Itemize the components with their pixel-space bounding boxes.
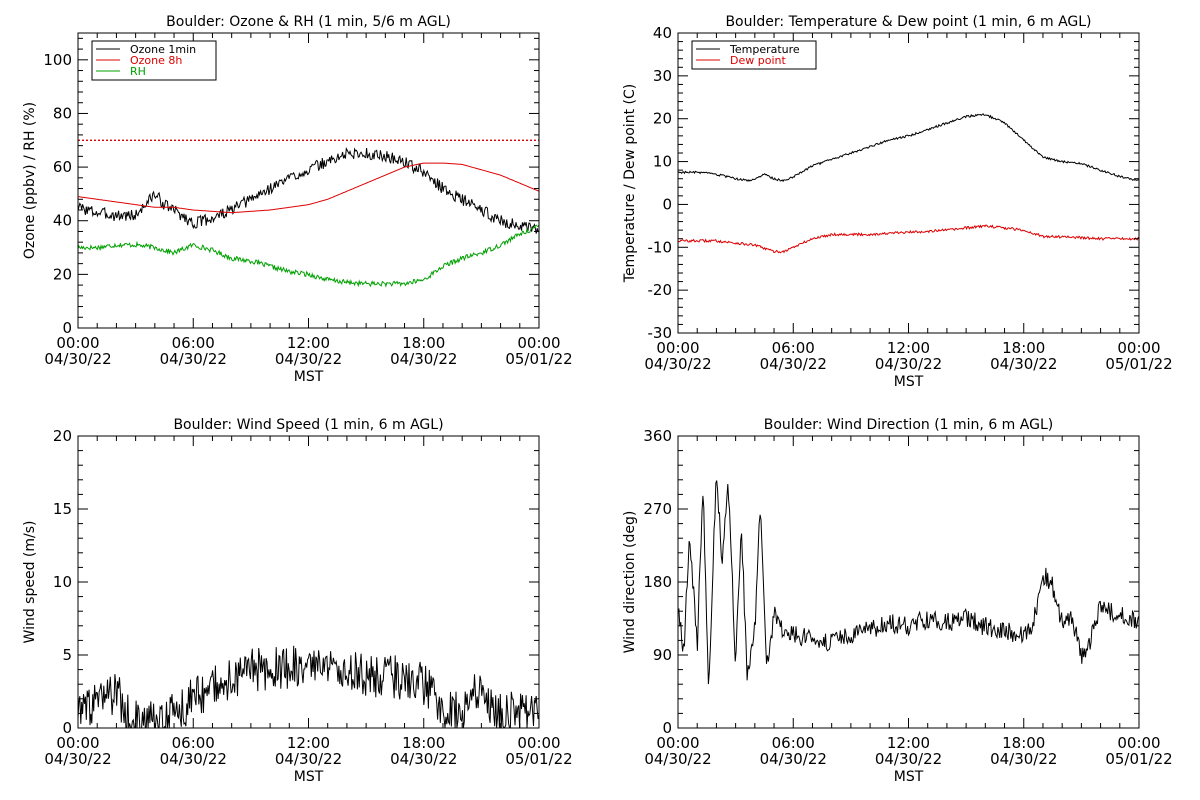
chart-title: Boulder: Wind Direction (1 min, 6 m AGL): [764, 417, 1053, 433]
x-tick-time: 00:00: [1117, 339, 1160, 357]
x-tick-date: 04/30/22: [644, 750, 711, 768]
y-tick-label: 100: [43, 51, 72, 69]
x-tick-time: 12:00: [887, 339, 930, 357]
plot-frame: [677, 32, 1140, 334]
x-axis-label: MST: [894, 374, 924, 390]
x-tick-time: 12:00: [887, 734, 930, 752]
y-tick-label: 270: [643, 500, 672, 518]
y-tick-label: 5: [62, 646, 72, 664]
y-tick-label: -10: [648, 238, 673, 256]
y-tick-label: 10: [53, 573, 72, 591]
y-tick-label: 40: [653, 24, 672, 42]
y-tick-label: 180: [643, 573, 672, 591]
x-tick-time: 00:00: [656, 339, 699, 357]
plot-frame: [677, 435, 1140, 729]
x-tick-date: 05/01/22: [1105, 355, 1172, 373]
x-tick-time: 00:00: [656, 734, 699, 752]
x-tick-time: 18:00: [1002, 734, 1045, 752]
x-tick-date: 04/30/22: [44, 750, 111, 768]
legend-label: Dew point: [730, 54, 786, 67]
x-tick-time: 18:00: [402, 734, 445, 752]
x-tick-date: 04/30/22: [990, 355, 1057, 373]
y-tick-label: 20: [53, 427, 72, 445]
x-tick-date: 04/30/22: [990, 750, 1057, 768]
legend-label: Ozone 1min: [130, 43, 196, 56]
y-axis-label: Temperature / Dew point (C): [622, 84, 638, 283]
x-tick-time: 06:00: [172, 734, 215, 752]
x-tick-date: 04/30/22: [44, 350, 111, 368]
x-tick-date: 04/30/22: [760, 750, 827, 768]
y-tick-label: 10: [653, 153, 672, 171]
legend-box: [691, 40, 817, 70]
x-tick-date: 04/30/22: [875, 750, 942, 768]
chart-title: Boulder: Temperature & Dew point (1 min,…: [725, 14, 1091, 30]
x-tick-date: 05/01/22: [505, 350, 572, 368]
x-tick-time: 12:00: [287, 734, 330, 752]
y-tick-label: -20: [648, 281, 673, 299]
x-axis-label: MST: [894, 769, 924, 785]
x-tick-date: 04/30/22: [160, 750, 227, 768]
y-axis-label: Wind speed (m/s): [22, 521, 38, 644]
y-tick-label: 0: [662, 719, 672, 737]
panel-temperature: Boulder: Temperature & Dew point (1 min,…: [622, 14, 1173, 390]
x-tick-time: 06:00: [772, 734, 815, 752]
y-tick-label: 80: [53, 104, 72, 122]
series-line-1: [678, 113, 1139, 183]
x-axis-label: MST: [294, 769, 324, 785]
y-tick-label: 20: [653, 110, 672, 128]
x-tick-date: 04/30/22: [644, 355, 711, 373]
series-line-2: [78, 162, 539, 214]
x-tick-time: 06:00: [772, 339, 815, 357]
x-tick-time: 18:00: [1002, 339, 1045, 357]
x-tick-date: 04/30/22: [275, 750, 342, 768]
y-tick-label: 0: [662, 195, 672, 213]
y-tick-label: 0: [62, 719, 72, 737]
x-tick-date: 04/30/22: [390, 350, 457, 368]
panel-wind-speed: Boulder: Wind Speed (1 min, 6 m AGL) 0 5 10…: [22, 417, 573, 785]
panel-wind-direction: Boulder: Wind Direction (1 min, 6 m AGL)…: [622, 417, 1173, 785]
series-line-1: [678, 480, 1139, 685]
legend-label: Temperature: [729, 43, 800, 56]
series-line-1: [78, 147, 539, 234]
y-tick-label: 0: [62, 319, 72, 337]
x-tick-date: 04/30/22: [390, 750, 457, 768]
y-tick-label: 30: [653, 67, 672, 85]
y-tick-label: -30: [648, 324, 673, 342]
x-tick-time: 06:00: [172, 334, 215, 352]
x-tick-date: 05/01/22: [505, 750, 572, 768]
x-tick-date: 04/30/22: [160, 350, 227, 368]
y-tick-label: 60: [53, 158, 72, 176]
legend-label: Ozone 8h: [130, 54, 182, 67]
x-tick-date: 04/30/22: [275, 350, 342, 368]
panel-ozone: Boulder: Ozone & RH (1 min, 5/6 m AGL) 0 2…: [22, 14, 573, 385]
x-tick-date: 04/30/22: [875, 355, 942, 373]
y-axis-label: Wind direction (deg): [622, 511, 638, 654]
x-tick-date: 05/01/22: [1105, 750, 1172, 768]
x-axis-label: MST: [294, 369, 324, 385]
y-tick-label: 360: [643, 427, 672, 445]
x-tick-time: 00:00: [517, 734, 560, 752]
x-tick-date: 04/30/22: [760, 355, 827, 373]
y-tick-label: 15: [53, 500, 72, 518]
series-line-1: [78, 645, 539, 728]
chart-title: Boulder: Wind Speed (1 min, 6 m AGL): [173, 417, 443, 433]
x-tick-time: 00:00: [1117, 734, 1160, 752]
x-tick-time: 18:00: [402, 334, 445, 352]
series-line-2: [678, 224, 1139, 254]
x-tick-time: 00:00: [517, 334, 560, 352]
y-tick-label: 40: [53, 212, 72, 230]
y-tick-label: 90: [653, 646, 672, 664]
plot-frame: [77, 435, 540, 729]
legend-label: RH: [130, 65, 146, 78]
x-tick-time: 00:00: [56, 734, 99, 752]
x-tick-time: 00:00: [56, 334, 99, 352]
y-tick-label: 20: [53, 265, 72, 283]
series-line-3: [78, 224, 539, 288]
chart-title: Boulder: Ozone & RH (1 min, 5/6 m AGL): [166, 14, 451, 30]
x-tick-time: 12:00: [287, 334, 330, 352]
y-axis-label: Ozone (ppbv) / RH (%): [22, 102, 38, 259]
